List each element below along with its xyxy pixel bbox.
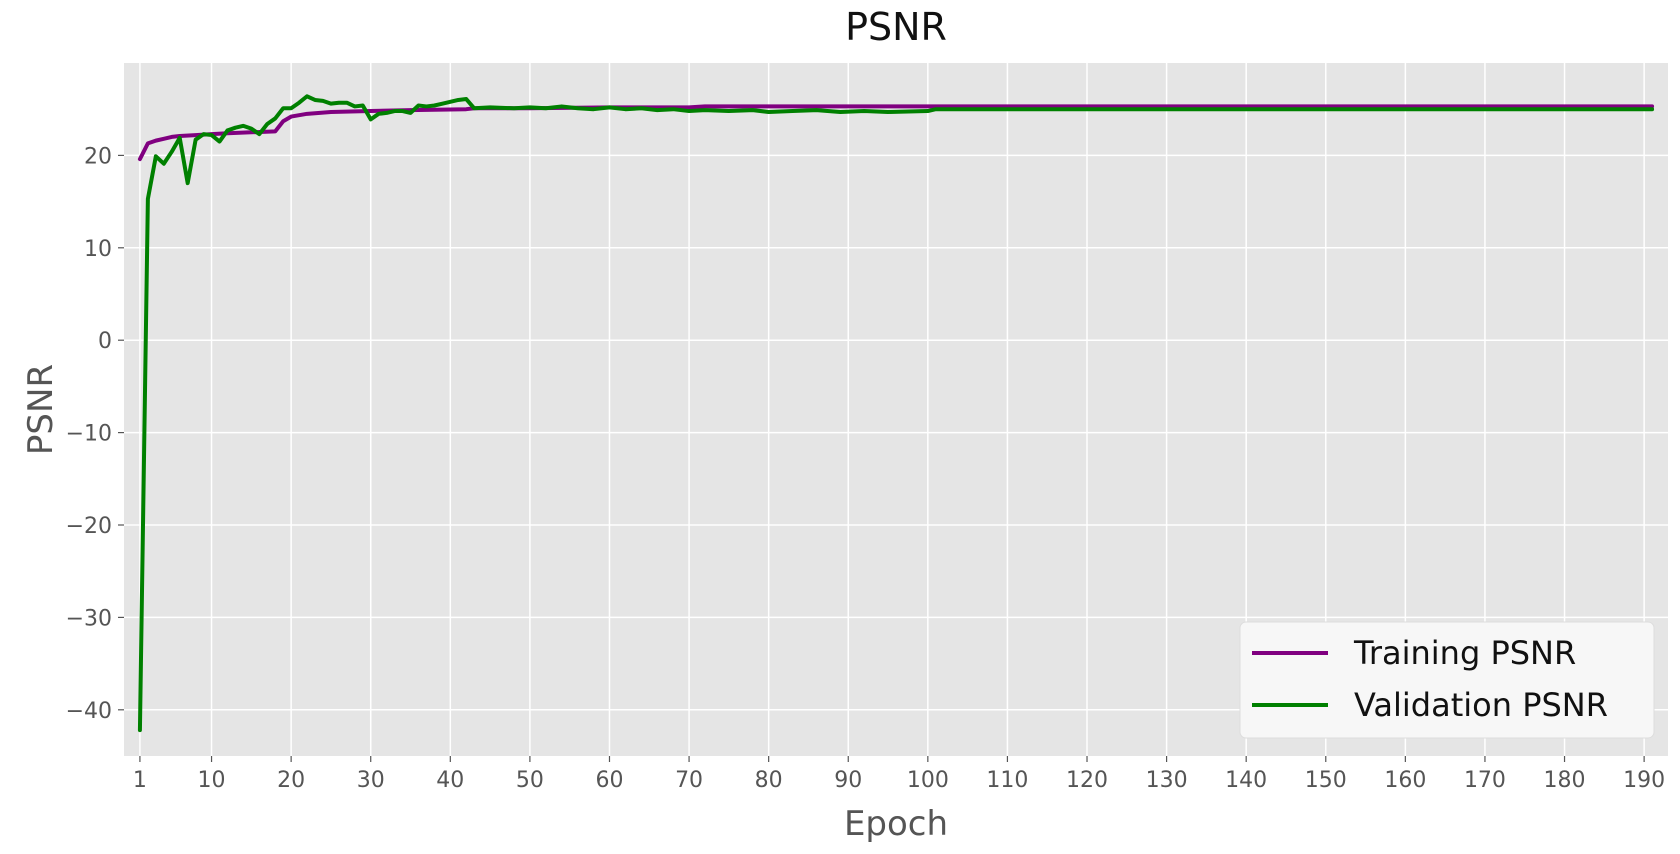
y-tick-label: −40 <box>66 699 112 724</box>
y-tick-label: −30 <box>66 606 112 631</box>
x-tick-label: 120 <box>1066 768 1108 793</box>
chart-title: PSNR <box>845 5 947 49</box>
x-tick-label: 190 <box>1623 768 1665 793</box>
y-axis-title: PSNR <box>21 364 61 455</box>
x-tick-label: 150 <box>1305 768 1347 793</box>
x-tick-label: 10 <box>198 768 226 793</box>
legend-box <box>1239 621 1655 739</box>
x-tick-label: 140 <box>1225 768 1267 793</box>
x-tick-label: 170 <box>1464 768 1506 793</box>
y-tick-label: 0 <box>98 329 112 354</box>
x-tick-label: 130 <box>1146 768 1188 793</box>
x-tick-label: 160 <box>1384 768 1426 793</box>
legend-label-training: Training PSNR <box>1353 634 1576 672</box>
x-tick-label: 20 <box>277 768 305 793</box>
legend: Training PSNR Validation PSNR <box>1239 621 1655 739</box>
x-tick-label: 90 <box>834 768 862 793</box>
x-tick-label: 80 <box>755 768 783 793</box>
x-tick-label: 100 <box>907 768 949 793</box>
y-tick-label: 10 <box>84 237 112 262</box>
x-tick-label: 40 <box>436 768 464 793</box>
series-line-validation <box>137 94 1655 733</box>
x-axis-title: Epoch <box>844 804 948 844</box>
y-tick-label: 20 <box>84 144 112 169</box>
x-tick-label: 30 <box>357 768 385 793</box>
legend-label-validation: Validation PSNR <box>1354 686 1608 724</box>
x-tick-label: 110 <box>986 768 1028 793</box>
y-tick-label: −20 <box>66 514 112 539</box>
x-tick-label: 60 <box>595 768 623 793</box>
x-tick-label: 70 <box>675 768 703 793</box>
x-tick-label: 180 <box>1544 768 1586 793</box>
x-tick-label: 50 <box>516 768 544 793</box>
x-tick-label: 1 <box>133 768 147 793</box>
series-lines <box>137 94 1655 733</box>
y-tick-label: −10 <box>66 422 112 447</box>
axis-ticks: 1 10 20 30 40 50 60 70 80 90 100 110 120 130 140 150 160… <box>66 144 1666 793</box>
